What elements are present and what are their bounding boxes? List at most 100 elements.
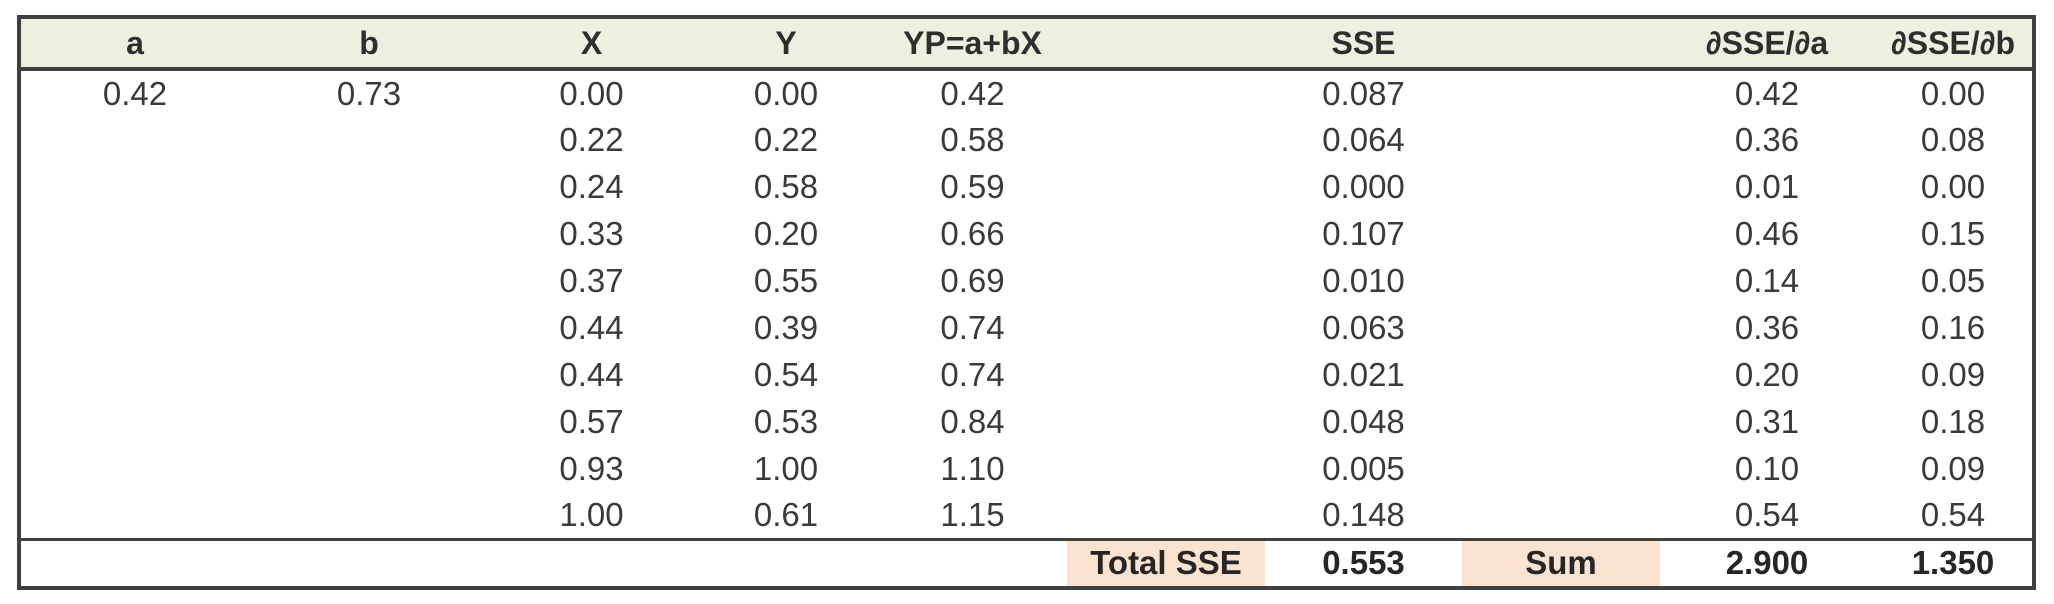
cell-dsse-da[interactable]: 0.46 (1734, 214, 1800, 252)
cell-spacer (1462, 210, 1660, 257)
cell-sse[interactable]: 0.063 (1322, 308, 1405, 346)
cell-sse[interactable]: 0.048 (1322, 402, 1405, 440)
cell-b (249, 210, 489, 257)
cell-sse[interactable]: 0.000 (1322, 167, 1405, 205)
cell-y[interactable]: 0.39 (753, 308, 819, 346)
cell-dsse-db[interactable]: 0.08 (1920, 120, 1986, 158)
cell-sse[interactable]: 0.107 (1322, 214, 1405, 252)
total-sse-label-cell[interactable]: Total SSE (1067, 539, 1265, 588)
cell-x[interactable]: 1.00 (489, 492, 694, 541)
cell-spacer (878, 539, 1067, 588)
cell-spacer (1462, 69, 1660, 116)
cell-dsse-da[interactable]: 0.36 (1734, 308, 1800, 346)
cell-x[interactable]: 0.33 (559, 214, 624, 252)
cell-dsse-db[interactable]: 0.16 (1920, 308, 1986, 346)
table-row: 0.24 0.58 0.59 0.000 0.01 0.00 (19, 163, 2034, 210)
cell-x[interactable]: 0.24 (559, 167, 624, 205)
cell-spacer (1462, 163, 1660, 210)
cell-dsse-db[interactable]: 0.09 (1920, 355, 1986, 393)
cell-dsse-db[interactable]: 0.05 (1920, 261, 1986, 299)
cell-spacer (1067, 163, 1265, 210)
cell-spacer (19, 539, 249, 588)
cell-spacer (1067, 351, 1265, 398)
cell-dsse-db[interactable]: 0.18 (1920, 402, 1986, 440)
cell-spacer (489, 539, 694, 588)
header-dsse-da[interactable]: ∂SSE/∂a (1660, 17, 1874, 71)
header-yp[interactable]: YP=a+bX (878, 17, 1067, 71)
table-row: 0.44 0.39 0.74 0.063 0.36 0.16 (19, 304, 2034, 351)
cell-sse[interactable]: 0.148 (1265, 492, 1462, 541)
cell-x[interactable]: 0.57 (559, 402, 624, 440)
header-b[interactable]: b (249, 17, 489, 71)
table-row: 0.93 1.00 1.10 0.005 0.10 0.09 (19, 445, 2034, 492)
cell-sse[interactable]: 0.087 (1322, 74, 1405, 112)
cell-yp[interactable]: 0.66 (940, 214, 1005, 252)
cell-y[interactable]: 0.53 (753, 402, 819, 440)
sum-dsse-db-cell[interactable]: 1.350 (1911, 544, 1995, 582)
cell-b (249, 163, 489, 210)
table-row: 1.00 0.61 1.15 0.148 0.54 0.54 (19, 492, 2034, 541)
cell-yp[interactable]: 0.58 (940, 120, 1005, 158)
cell-yp[interactable]: 0.84 (940, 402, 1005, 440)
header-y[interactable]: Y (694, 17, 878, 71)
header-x[interactable]: X (489, 17, 694, 71)
header-a[interactable]: a (19, 17, 249, 71)
cell-y[interactable]: 0.22 (753, 120, 819, 158)
cell-spacer (1067, 304, 1265, 351)
cell-yp[interactable]: 0.42 (940, 74, 1005, 112)
cell-dsse-da[interactable]: 0.10 (1734, 449, 1800, 487)
cell-y[interactable]: 0.20 (753, 214, 819, 252)
cell-x[interactable]: 0.22 (559, 120, 624, 158)
total-sse-value-cell[interactable]: 0.553 (1322, 544, 1405, 582)
cell-dsse-da[interactable]: 0.14 (1734, 261, 1800, 299)
cell-x[interactable]: 0.44 (559, 355, 624, 393)
cell-b[interactable]: 0.73 (336, 74, 402, 112)
totals-row: Total SSE 0.553 Sum 2.900 1.350 (19, 539, 2034, 588)
cell-yp[interactable]: 0.69 (940, 261, 1005, 299)
cell-spacer (1462, 304, 1660, 351)
cell-y[interactable]: 0.58 (753, 167, 819, 205)
cell-spacer (1067, 257, 1265, 304)
cell-y[interactable]: 1.00 (753, 449, 819, 487)
cell-y[interactable]: 0.54 (753, 355, 819, 393)
cell-sse[interactable]: 0.064 (1322, 120, 1405, 158)
cell-a (19, 257, 249, 304)
cell-spacer (1462, 116, 1660, 163)
cell-y[interactable]: 0.61 (694, 492, 878, 541)
cell-dsse-da[interactable]: 0.01 (1734, 167, 1800, 205)
cell-a[interactable]: 0.42 (102, 74, 168, 112)
sum-dsse-da-cell[interactable]: 2.900 (1725, 544, 1809, 582)
cell-sse[interactable]: 0.010 (1322, 261, 1405, 299)
cell-sse[interactable]: 0.021 (1322, 355, 1405, 393)
cell-yp[interactable]: 0.59 (940, 167, 1005, 205)
cell-x[interactable]: 0.00 (559, 74, 624, 112)
cell-yp[interactable]: 1.10 (940, 449, 1005, 487)
cell-yp[interactable]: 0.74 (940, 355, 1005, 393)
cell-spacer (694, 539, 878, 588)
cell-dsse-db[interactable]: 0.54 (1874, 492, 2034, 541)
sum-label-cell[interactable]: Sum (1462, 539, 1660, 588)
cell-spacer (1462, 492, 1660, 541)
cell-sse[interactable]: 0.005 (1322, 449, 1405, 487)
header-dsse-db[interactable]: ∂SSE/∂b (1874, 17, 2034, 71)
cell-yp[interactable]: 0.74 (940, 308, 1005, 346)
cell-spacer (1462, 398, 1660, 445)
cell-spacer (249, 539, 489, 588)
cell-x[interactable]: 0.44 (559, 308, 624, 346)
cell-dsse-da[interactable]: 0.31 (1734, 402, 1800, 440)
cell-dsse-db[interactable]: 0.09 (1920, 449, 1986, 487)
cell-yp[interactable]: 1.15 (878, 492, 1067, 541)
cell-dsse-da[interactable]: 0.42 (1734, 74, 1800, 112)
cell-y[interactable]: 0.00 (753, 74, 819, 112)
cell-y[interactable]: 0.55 (753, 261, 819, 299)
cell-dsse-db[interactable]: 0.00 (1920, 74, 1986, 112)
cell-dsse-da[interactable]: 0.54 (1660, 492, 1874, 541)
cell-dsse-db[interactable]: 0.00 (1920, 167, 1986, 205)
cell-x[interactable]: 0.37 (559, 261, 624, 299)
header-sse[interactable]: SSE (1265, 17, 1462, 71)
cell-x[interactable]: 0.93 (559, 449, 624, 487)
cell-dsse-db[interactable]: 0.15 (1920, 214, 1986, 252)
cell-dsse-da[interactable]: 0.20 (1734, 355, 1800, 393)
cell-dsse-da[interactable]: 0.36 (1734, 120, 1800, 158)
